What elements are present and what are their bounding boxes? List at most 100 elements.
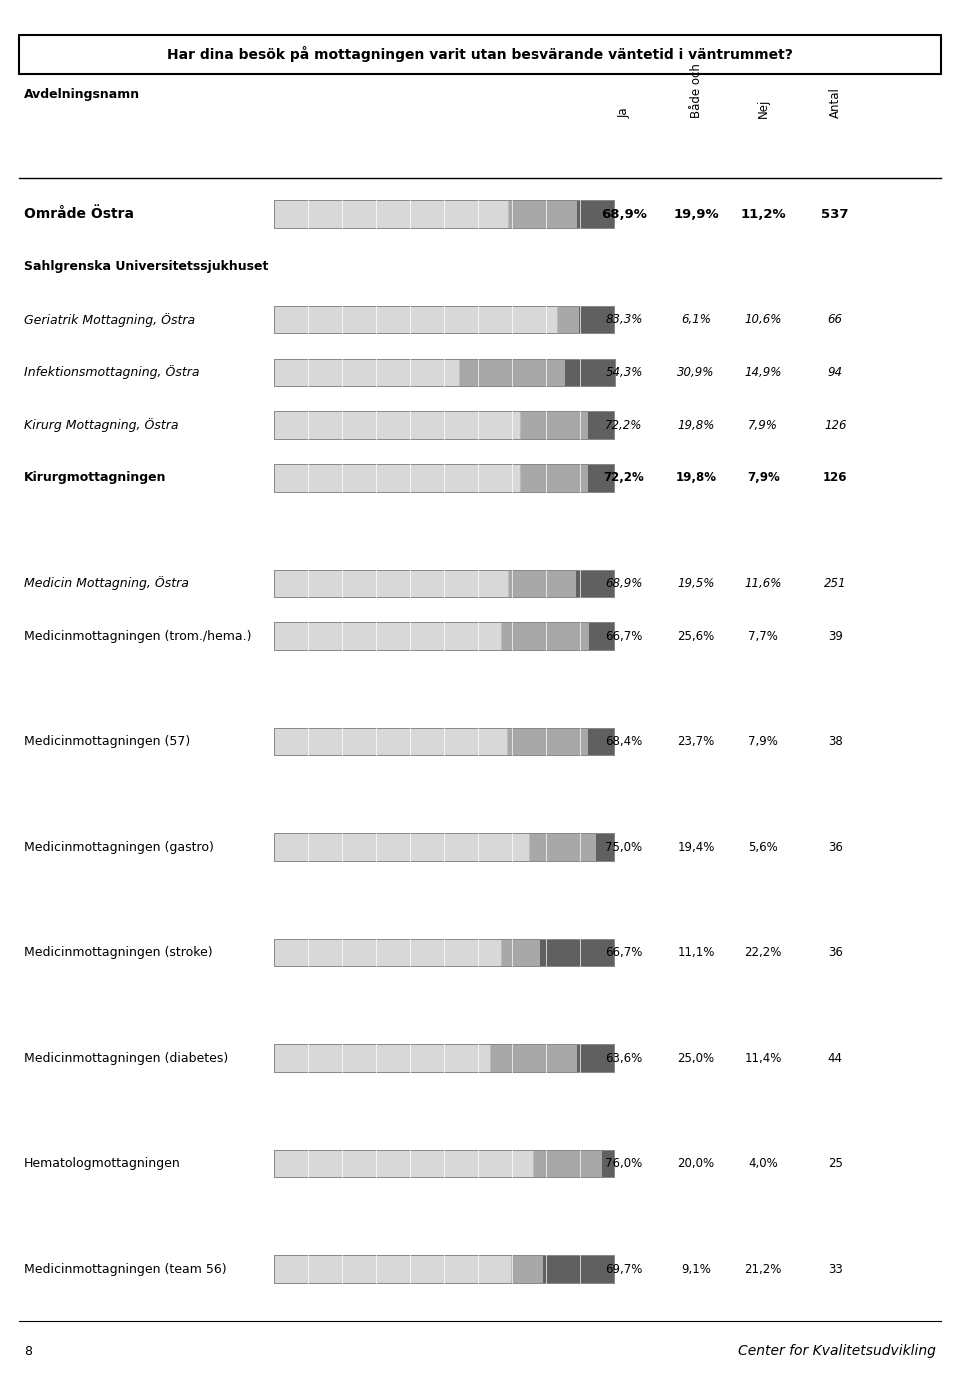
Text: 11,1%: 11,1% bbox=[678, 947, 714, 959]
Text: Sahlgrenska Universitetssjukhuset: Sahlgrenska Universitetssjukhuset bbox=[24, 260, 269, 274]
Bar bbox=[274, 464, 614, 492]
Text: 251: 251 bbox=[824, 577, 847, 589]
Bar bbox=[519, 411, 588, 439]
Bar bbox=[274, 1044, 491, 1072]
Text: 66,7%: 66,7% bbox=[606, 947, 642, 959]
Text: 19,8%: 19,8% bbox=[676, 471, 716, 484]
Bar bbox=[595, 834, 614, 860]
Bar bbox=[529, 834, 595, 860]
Bar bbox=[19, 35, 941, 74]
Bar bbox=[274, 623, 614, 649]
Text: Ja: Ja bbox=[617, 107, 631, 118]
Text: 7,9%: 7,9% bbox=[747, 471, 780, 484]
Bar bbox=[564, 359, 614, 386]
Text: 8: 8 bbox=[24, 1344, 32, 1358]
Bar bbox=[588, 464, 614, 492]
Bar bbox=[501, 938, 539, 966]
Text: 63,6%: 63,6% bbox=[606, 1052, 642, 1065]
Bar bbox=[459, 359, 564, 386]
Bar bbox=[274, 938, 614, 966]
Bar bbox=[274, 1044, 614, 1072]
Text: Har dina besök på mottagningen varit utan besvärande väntetid i väntrummet?: Har dina besök på mottagningen varit uta… bbox=[167, 46, 793, 63]
Text: 72,2%: 72,2% bbox=[606, 418, 642, 431]
Bar bbox=[575, 570, 614, 598]
Text: 14,9%: 14,9% bbox=[745, 366, 781, 379]
Bar bbox=[274, 1150, 533, 1177]
Text: 68,9%: 68,9% bbox=[606, 577, 642, 589]
Text: 19,8%: 19,8% bbox=[678, 418, 714, 431]
Text: 44: 44 bbox=[828, 1052, 843, 1065]
Text: 126: 126 bbox=[823, 471, 848, 484]
Text: 23,7%: 23,7% bbox=[678, 735, 714, 748]
Bar bbox=[588, 623, 614, 649]
Bar bbox=[274, 359, 459, 386]
Text: Medicinmottagningen (gastro): Medicinmottagningen (gastro) bbox=[24, 841, 214, 853]
Text: 66,7%: 66,7% bbox=[606, 630, 642, 642]
Text: Medicinmottagningen (stroke): Medicinmottagningen (stroke) bbox=[24, 947, 212, 959]
Bar bbox=[558, 306, 578, 334]
Text: 19,5%: 19,5% bbox=[678, 577, 714, 589]
Text: 7,7%: 7,7% bbox=[748, 630, 779, 642]
Bar bbox=[274, 570, 509, 598]
Bar bbox=[274, 1255, 511, 1283]
Text: 83,3%: 83,3% bbox=[606, 313, 642, 327]
Text: 7,9%: 7,9% bbox=[748, 418, 779, 431]
Text: Center for Kvalitetsudvikling: Center for Kvalitetsudvikling bbox=[738, 1344, 936, 1358]
Text: 7,9%: 7,9% bbox=[748, 735, 779, 748]
Text: 11,4%: 11,4% bbox=[745, 1052, 781, 1065]
Text: 6,1%: 6,1% bbox=[681, 313, 711, 327]
Bar bbox=[519, 464, 588, 492]
Text: 75,0%: 75,0% bbox=[606, 841, 642, 853]
Text: Medicinmottagningen (trom./hema.): Medicinmottagningen (trom./hema.) bbox=[24, 630, 252, 642]
Text: Medicinmottagningen (diabetes): Medicinmottagningen (diabetes) bbox=[24, 1052, 228, 1065]
Bar bbox=[274, 570, 614, 598]
Bar bbox=[274, 728, 507, 755]
Text: 20,0%: 20,0% bbox=[678, 1156, 714, 1170]
Text: Både och: Både och bbox=[689, 64, 703, 118]
Text: 38: 38 bbox=[828, 735, 843, 748]
Bar bbox=[539, 938, 614, 966]
Text: Kirurg Mottagning, Östra: Kirurg Mottagning, Östra bbox=[24, 418, 179, 432]
Bar bbox=[274, 200, 614, 228]
Bar bbox=[274, 200, 509, 228]
Bar bbox=[507, 728, 588, 755]
Text: 36: 36 bbox=[828, 841, 843, 853]
Bar bbox=[576, 1044, 614, 1072]
Text: Medicinmottagningen (57): Medicinmottagningen (57) bbox=[24, 735, 190, 748]
Bar bbox=[588, 411, 614, 439]
Bar bbox=[274, 306, 558, 334]
Text: 10,6%: 10,6% bbox=[745, 313, 781, 327]
Bar bbox=[274, 359, 614, 386]
Text: 39: 39 bbox=[828, 630, 843, 642]
Text: 25,0%: 25,0% bbox=[678, 1052, 714, 1065]
Text: 33: 33 bbox=[828, 1262, 843, 1276]
Text: 537: 537 bbox=[822, 207, 849, 221]
Text: 94: 94 bbox=[828, 366, 843, 379]
Bar bbox=[274, 834, 529, 860]
Bar bbox=[576, 200, 614, 228]
Text: 5,6%: 5,6% bbox=[749, 841, 778, 853]
Bar bbox=[509, 200, 576, 228]
Text: Antal: Antal bbox=[828, 88, 842, 118]
Bar bbox=[274, 1150, 614, 1177]
Text: 4,0%: 4,0% bbox=[749, 1156, 778, 1170]
Text: Infektionsmottagning, Östra: Infektionsmottagning, Östra bbox=[24, 366, 200, 379]
Bar bbox=[274, 1255, 614, 1283]
Bar bbox=[578, 306, 614, 334]
Bar bbox=[542, 1255, 614, 1283]
Text: 72,2%: 72,2% bbox=[604, 471, 644, 484]
Text: 36: 36 bbox=[828, 947, 843, 959]
Bar bbox=[274, 623, 501, 649]
Text: 54,3%: 54,3% bbox=[606, 366, 642, 379]
Text: 68,4%: 68,4% bbox=[606, 735, 642, 748]
Text: 19,4%: 19,4% bbox=[678, 841, 714, 853]
Text: Medicin Mottagning, Östra: Medicin Mottagning, Östra bbox=[24, 577, 189, 591]
Text: 68,9%: 68,9% bbox=[601, 207, 647, 221]
Text: Kirurgmottagningen: Kirurgmottagningen bbox=[24, 471, 166, 484]
Text: 9,1%: 9,1% bbox=[681, 1262, 711, 1276]
Bar bbox=[274, 411, 519, 439]
Bar bbox=[511, 1255, 542, 1283]
Bar bbox=[601, 1150, 614, 1177]
Text: 76,0%: 76,0% bbox=[606, 1156, 642, 1170]
Bar bbox=[533, 1150, 601, 1177]
